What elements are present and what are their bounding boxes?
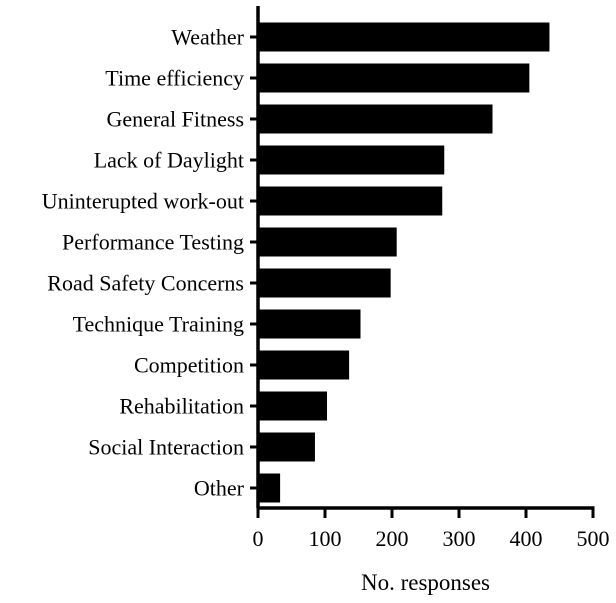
x-tick-label: 300 (443, 526, 476, 551)
bar (258, 268, 391, 298)
category-label: Other (194, 476, 245, 501)
category-label: Competition (134, 353, 244, 378)
bar (258, 145, 445, 175)
category-label: Technique Training (73, 312, 244, 337)
category-label: Performance Testing (62, 230, 244, 255)
bar (258, 186, 443, 216)
category-label: Uninterupted work-out (42, 189, 244, 214)
category-label: Social Interaction (88, 435, 244, 460)
x-tick-label: 500 (577, 526, 610, 551)
bar (258, 227, 397, 257)
bar (258, 22, 550, 52)
category-label: Rehabilitation (119, 394, 244, 419)
x-tick-label: 400 (510, 526, 543, 551)
bar (258, 104, 493, 134)
category-labels: Weather Time efficiency General Fitness Lac… (42, 25, 245, 501)
bar (258, 473, 281, 503)
category-label: Lack of Daylight (94, 148, 244, 173)
bar (258, 432, 315, 462)
bar (258, 309, 361, 339)
bar (258, 350, 350, 380)
category-label: General Fitness (107, 107, 244, 132)
y-axis (250, 6, 260, 508)
x-axis-title: No. responses (361, 570, 490, 595)
category-label: Road Safety Concerns (47, 271, 244, 296)
bar (258, 63, 530, 93)
category-label: Weather (171, 25, 244, 50)
bars-group (258, 22, 550, 503)
x-tick-label: 100 (309, 526, 342, 551)
bar (258, 391, 328, 421)
category-label: Time efficiency (105, 66, 244, 91)
x-axis: 0 100 200 300 400 500 (253, 506, 610, 551)
x-tick-label: 200 (376, 526, 409, 551)
x-tick-label: 0 (253, 526, 264, 551)
